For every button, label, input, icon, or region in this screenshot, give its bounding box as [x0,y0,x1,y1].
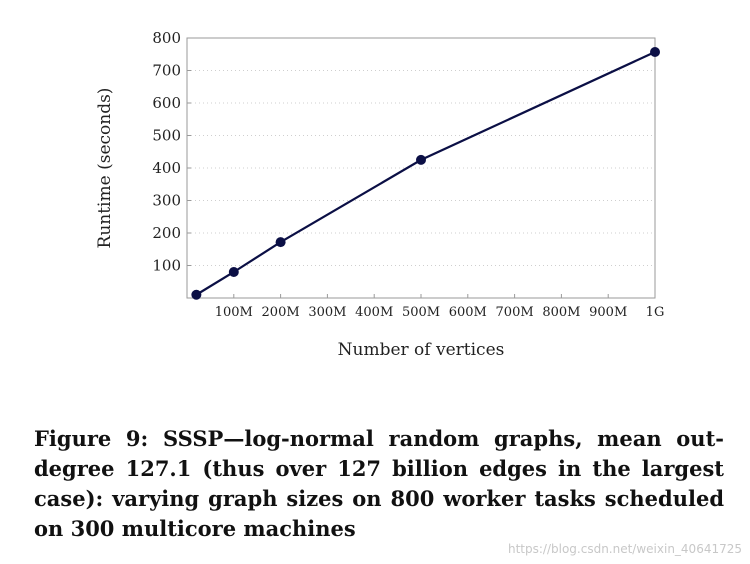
x-tick-label: 900M [589,305,627,320]
data-point [416,154,426,165]
y-axis-label: Runtime (seconds) [95,88,115,249]
x-tick-label: 300M [308,305,346,320]
x-tick-label: 800M [542,305,580,320]
x-axis-label: Number of vertices [338,340,505,360]
data-point [275,237,286,248]
gridlines [187,37,655,266]
y-tick-label: 100 [152,257,181,275]
watermark: https://blog.csdn.net/weixin_40641725 [507,542,742,556]
x-tick-label: 500M [402,305,440,320]
series-line [195,50,656,296]
x-tick-label: 400M [355,305,393,320]
x-tick-label: 700M [496,305,534,320]
y-tick-label: 400 [152,159,181,177]
data-point [650,46,660,57]
x-tick-label: 200M [262,305,300,320]
series-layer [191,46,660,300]
line-chart: 100 200 300 400 500 600 700 800 100M 200M 300M 400… [95,29,665,360]
x-axis-ticks: 100M 200M 300M 400M 500M 600M 700M 800M 900M 1G [215,294,665,320]
x-tick-label: 1G [646,305,665,320]
y-tick-label: 500 [152,127,181,145]
y-tick-label: 200 [152,224,181,242]
x-tick-label: 100M [215,305,253,320]
y-tick-label: 700 [152,62,181,80]
plot-frame [186,37,656,299]
y-tick-label: 800 [152,29,181,47]
y-tick-label: 300 [152,192,181,210]
data-point [191,289,202,300]
x-tick-label: 600M [449,305,487,320]
data-point [228,267,239,277]
y-axis-ticks: 100 200 300 400 500 600 700 800 [152,29,191,275]
y-tick-label: 600 [152,94,181,112]
figure-caption: Figure 9: SSSP—log-normal random graphs,… [34,426,724,541]
